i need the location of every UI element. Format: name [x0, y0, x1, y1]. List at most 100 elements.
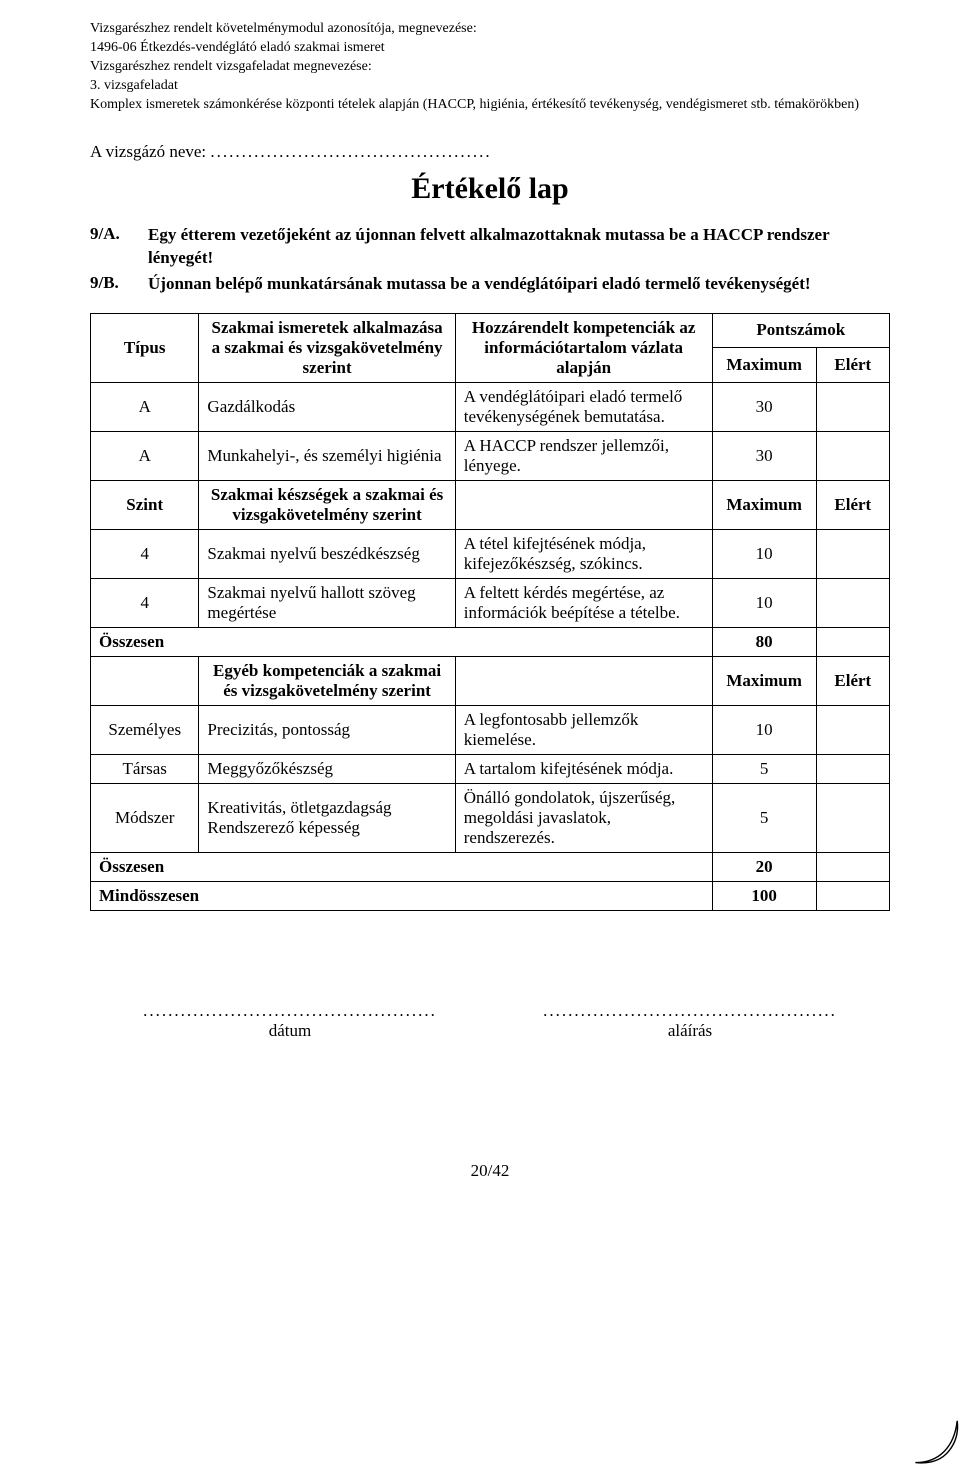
cell: 10: [712, 529, 816, 578]
total-value: 100: [712, 881, 816, 910]
cell-empty: [91, 656, 199, 705]
cell: Módszer: [91, 783, 199, 852]
cell: A: [91, 431, 199, 480]
task-number: 9/A.: [90, 224, 148, 268]
cell-empty: [816, 705, 889, 754]
cell: Munkahelyi-, és személyi higiénia: [199, 431, 455, 480]
cell: Társas: [91, 754, 199, 783]
cell-empty: [816, 431, 889, 480]
th-max: Maximum: [712, 480, 816, 529]
table-row-total: Mindösszesen 100: [91, 881, 890, 910]
cell: 10: [712, 578, 816, 627]
task-b: 9/B. Újonnan belépő munkatársának mutass…: [90, 273, 890, 295]
table-row: Szint Szakmai készségek a szakmai és viz…: [91, 480, 890, 529]
cell: Meggyőzőkészség: [199, 754, 455, 783]
evaluation-table: Típus Szakmai ismeretek alkalmazása a sz…: [90, 313, 890, 911]
cell: Kreativitás, ötletgazdagság Rendszerező …: [199, 783, 455, 852]
header-line: Komplex ismeretek számonkérése központi …: [90, 96, 890, 115]
signature-date: ........................................…: [140, 1001, 440, 1041]
subtotal-value: 80: [712, 627, 816, 656]
table-row: Módszer Kreativitás, ötletgazdagság Rend…: [91, 783, 890, 852]
cell: Szakmai nyelvű beszédkészség: [199, 529, 455, 578]
cell-empty: [455, 480, 712, 529]
cell-empty: [816, 382, 889, 431]
subtotal-value: 20: [712, 852, 816, 881]
signature-row: ........................................…: [90, 1001, 890, 1041]
cell: A feltett kérdés megértése, az informáci…: [455, 578, 712, 627]
cell-empty: [816, 852, 889, 881]
cell: Önálló gondolatok, újszerűség, megoldási…: [455, 783, 712, 852]
table-row: Típus Szakmai ismeretek alkalmazása a sz…: [91, 313, 890, 348]
cell-empty: [816, 783, 889, 852]
cell: 4: [91, 529, 199, 578]
th-szint: Szint: [91, 480, 199, 529]
task-text: Újonnan belépő munkatársának mutassa be …: [148, 273, 811, 295]
cell-empty: [455, 656, 712, 705]
header-line: Vizsgarészhez rendelt követelménymodul a…: [90, 20, 890, 39]
cell: A vendéglátóipari eladó termelő tevékeny…: [455, 382, 712, 431]
cell-empty: [816, 754, 889, 783]
th-pontszamok: Pontszámok: [712, 313, 889, 348]
page-number: 20/42: [90, 1161, 890, 1181]
task-a: 9/A. Egy étterem vezetőjeként az újonnan…: [90, 224, 890, 268]
th-hozzarendelt: Hozzárendelt kompetenciák az információt…: [455, 313, 712, 382]
cell: A: [91, 382, 199, 431]
page-title: Értékelő lap: [90, 172, 890, 206]
examinee-label: A vizsgázó neve:: [90, 142, 206, 161]
table-row: A Munkahelyi-, és személyi higiénia A HA…: [91, 431, 890, 480]
th-elert: Elért: [816, 348, 889, 383]
cell-empty: [816, 881, 889, 910]
cell: 4: [91, 578, 199, 627]
cell: A HACCP rendszer jellemzői, lényege.: [455, 431, 712, 480]
table-row-subtotal: Összesen 20: [91, 852, 890, 881]
table-row-subtotal: Összesen 80: [91, 627, 890, 656]
cell: A legfontosabb jellemzők kiemelése.: [455, 705, 712, 754]
examinee-line: A vizsgázó neve: .......................…: [90, 142, 890, 162]
th-max: Maximum: [712, 348, 816, 383]
table-row: 4 Szakmai nyelvű hallott szöveg megértés…: [91, 578, 890, 627]
th-max: Maximum: [712, 656, 816, 705]
task-text: Egy étterem vezetőjeként az újonnan felv…: [148, 224, 890, 268]
table-row: A Gazdálkodás A vendéglátóipari eladó te…: [91, 382, 890, 431]
th-egyeb: Egyéb kompetenciák a szakmai és vizsgakö…: [199, 656, 455, 705]
th-tipus: Típus: [91, 313, 199, 382]
examinee-dots: ........................................…: [210, 142, 491, 162]
header-line: 3. vizsgafeladat: [90, 77, 890, 96]
table-row: Egyéb kompetenciák a szakmai és vizsgakö…: [91, 656, 890, 705]
task-number: 9/B.: [90, 273, 148, 295]
table-row: Személyes Precizitás, pontosság A legfon…: [91, 705, 890, 754]
th-elert: Elért: [816, 480, 889, 529]
th-elert: Elért: [816, 656, 889, 705]
cell: Szakmai nyelvű hallott szöveg megértése: [199, 578, 455, 627]
th-keszsegek: Szakmai készségek a szakmai és vizsgaköv…: [199, 480, 455, 529]
total-label: Mindösszesen: [91, 881, 713, 910]
subtotal-label: Összesen: [91, 852, 713, 881]
cell-empty: [816, 578, 889, 627]
cell-empty: [816, 529, 889, 578]
dots: ........................................…: [540, 1001, 840, 1021]
cell: 10: [712, 705, 816, 754]
cell: A tétel kifejtésének módja, kifejezőkész…: [455, 529, 712, 578]
cell: Precizitás, pontosság: [199, 705, 455, 754]
cell: 5: [712, 783, 816, 852]
header-line: Vizsgarészhez rendelt vizsgafeladat megn…: [90, 58, 890, 77]
header-line: 1496-06 Étkezdés-vendéglátó eladó szakma…: [90, 39, 890, 58]
page: Vizsgarészhez rendelt követelménymodul a…: [0, 0, 960, 1463]
module-header: Vizsgarészhez rendelt követelménymodul a…: [90, 20, 890, 114]
cell: A tartalom kifejtésének módja.: [455, 754, 712, 783]
subtotal-label: Összesen: [91, 627, 713, 656]
date-label: dátum: [140, 1021, 440, 1041]
cell: 5: [712, 754, 816, 783]
cell: Személyes: [91, 705, 199, 754]
sign-label: aláírás: [540, 1021, 840, 1041]
cell: Gazdálkodás: [199, 382, 455, 431]
cell: 30: [712, 431, 816, 480]
table-row: 4 Szakmai nyelvű beszédkészség A tétel k…: [91, 529, 890, 578]
th-ismeretek: Szakmai ismeretek alkalmazása a szakmai …: [199, 313, 455, 382]
page-curl-icon: [911, 1412, 960, 1467]
table-row: Társas Meggyőzőkészség A tartalom kifejt…: [91, 754, 890, 783]
signature-sign: ........................................…: [540, 1001, 840, 1041]
dots: ........................................…: [140, 1001, 440, 1021]
cell: 30: [712, 382, 816, 431]
cell-empty: [816, 627, 889, 656]
